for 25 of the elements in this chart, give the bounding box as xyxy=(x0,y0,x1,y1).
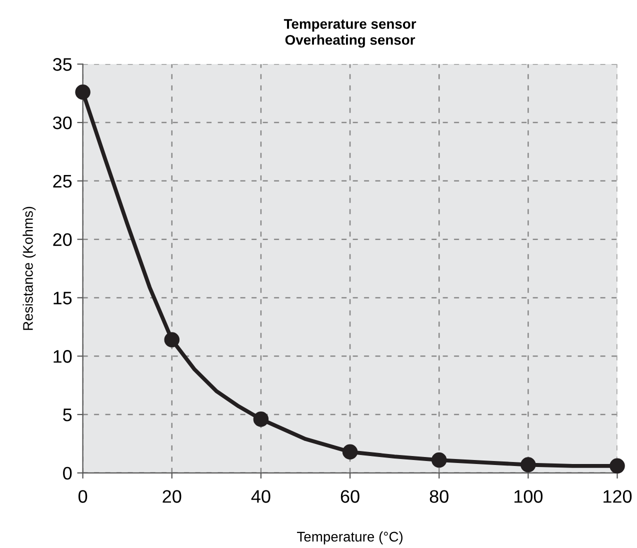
point xyxy=(610,458,625,474)
point xyxy=(253,412,269,427)
x-tick-label: 80 xyxy=(430,490,448,503)
x-tick-label: 40 xyxy=(251,490,270,503)
y-tick-label: 15 xyxy=(54,292,72,304)
y-tick-label: 0 xyxy=(63,466,72,480)
y-tick-label: 30 xyxy=(53,116,72,130)
x-axis-title: Temperature (°C) xyxy=(297,531,402,544)
point xyxy=(342,444,358,460)
point xyxy=(431,452,447,468)
x-tick-label: 120 xyxy=(604,490,632,503)
point xyxy=(520,457,536,472)
y-tick-label: 25 xyxy=(53,174,72,188)
y-tick-label: 20 xyxy=(53,233,72,246)
y-axis-title: Resistance (Kohms) xyxy=(22,206,36,330)
y-tick-label: 5 xyxy=(63,408,72,422)
point xyxy=(164,332,180,348)
chart-title: Temperature sensor Overheating sensor xyxy=(284,19,416,48)
x-tick-label: 0 xyxy=(78,490,88,503)
point xyxy=(75,84,90,100)
x-tick-label: 20 xyxy=(162,490,182,503)
x-tick-label: 60 xyxy=(340,490,360,503)
x-tick-label: 100 xyxy=(514,490,543,503)
y-tick-label: 35 xyxy=(53,58,72,71)
y-tick-label: 10 xyxy=(54,350,72,363)
